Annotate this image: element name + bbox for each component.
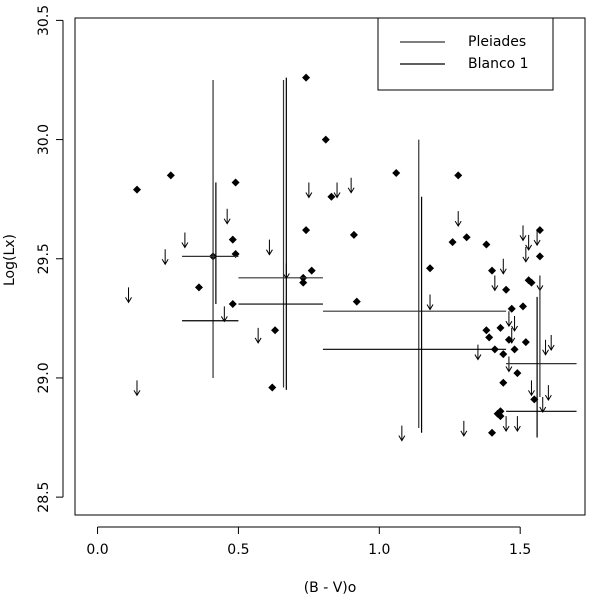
detection-point [349, 230, 358, 239]
x-tick-label: 1.0 [368, 542, 390, 558]
detection-point [521, 338, 530, 347]
upper-limit-arrow [528, 380, 535, 397]
y-tick-label: 30.5 [36, 5, 52, 36]
upper-limit-arrow [220, 306, 228, 323]
upper-limit-arrow [519, 225, 527, 242]
upper-limit-arrow [254, 327, 262, 344]
detection-point [454, 171, 463, 180]
upper-limit-arrow [533, 230, 541, 247]
upper-limit-arrow [223, 208, 231, 225]
upper-limit-arrow [505, 311, 513, 328]
upper-limit-arrow [161, 249, 169, 266]
y-tick-label: 29.5 [36, 243, 52, 274]
detection-point [302, 226, 311, 235]
upper-limit-arrow [426, 294, 434, 311]
detection-point [194, 283, 203, 292]
upper-limit-arrow [133, 380, 141, 397]
detection-point [513, 369, 522, 378]
x-axis-label: (B - V)o [304, 580, 357, 596]
detection-point [228, 235, 237, 244]
upper-limit-arrow [511, 315, 518, 332]
detection-point [488, 266, 497, 275]
upper-limit-arrow [347, 177, 355, 194]
upper-limit-arrow [508, 327, 516, 344]
upper-limit-arrow [547, 335, 555, 352]
detection-point [519, 302, 528, 311]
detection-point [527, 278, 536, 287]
upper-limit-arrow [513, 416, 521, 433]
detection-point [504, 335, 513, 344]
upper-limit-arrow [181, 232, 189, 249]
detection-point [485, 333, 494, 342]
upper-limit-arrow [265, 239, 273, 256]
upper-limit-arrow [525, 234, 533, 251]
detection-point [488, 428, 497, 437]
detection-point [231, 178, 240, 187]
detection-point [166, 171, 175, 180]
upper-limit-arrow [491, 275, 499, 292]
detection-point [228, 300, 237, 309]
detection-point [482, 326, 491, 335]
x-tick-label: 0.0 [86, 542, 108, 558]
detection-point [307, 266, 316, 275]
detection-point [299, 278, 308, 287]
detection-point [462, 233, 471, 242]
upper-limit-arrow [499, 258, 507, 275]
detection-point [448, 238, 457, 247]
upper-limit-arrow [305, 182, 313, 199]
y-tick-label: 30.0 [36, 124, 52, 155]
detection-point [510, 345, 519, 354]
detection-point [426, 264, 435, 273]
detection-point [327, 192, 336, 201]
y-tick-label: 28.5 [36, 482, 52, 513]
upper-limit-arrow [522, 246, 530, 263]
detection-point [499, 378, 508, 387]
detection-point [530, 395, 539, 404]
upper-limit-arrow [398, 425, 406, 442]
x-tick-label: 1.5 [509, 542, 531, 558]
plot-frame [74, 17, 586, 516]
detection-point [507, 304, 516, 313]
detection-point [302, 73, 311, 82]
upper-limit-arrow [539, 397, 547, 413]
detection-point [535, 226, 544, 235]
detection-point [496, 323, 505, 332]
legend-label: Blanco 1 [468, 56, 529, 72]
detection-point [231, 249, 240, 258]
upper-limit-arrow [460, 420, 468, 437]
y-axis-label: Log(Lx) [2, 234, 18, 286]
detection-point [132, 185, 141, 194]
upper-limit-arrow [333, 182, 341, 199]
upper-limit-arrow [544, 385, 552, 402]
detection-point [321, 135, 330, 144]
detection-point [268, 383, 277, 392]
upper-limit-arrow [502, 416, 510, 433]
detection-point [499, 350, 508, 359]
detection-point [496, 407, 505, 416]
detection-point [352, 297, 361, 306]
detection-point [482, 240, 491, 249]
upper-limit-arrow [454, 211, 462, 228]
upper-limit-arrow [542, 339, 549, 356]
y-tick-label: 29.0 [36, 362, 52, 393]
upper-limit-arrow [474, 344, 482, 361]
detection-point [392, 168, 401, 177]
detection-point [535, 252, 544, 261]
legend-box [377, 17, 554, 91]
x-tick-label: 0.5 [227, 542, 249, 558]
detection-point [271, 326, 280, 335]
legend-label: Pleiades [468, 34, 526, 50]
upper-limit-arrow [125, 287, 132, 304]
detection-point [502, 285, 511, 294]
